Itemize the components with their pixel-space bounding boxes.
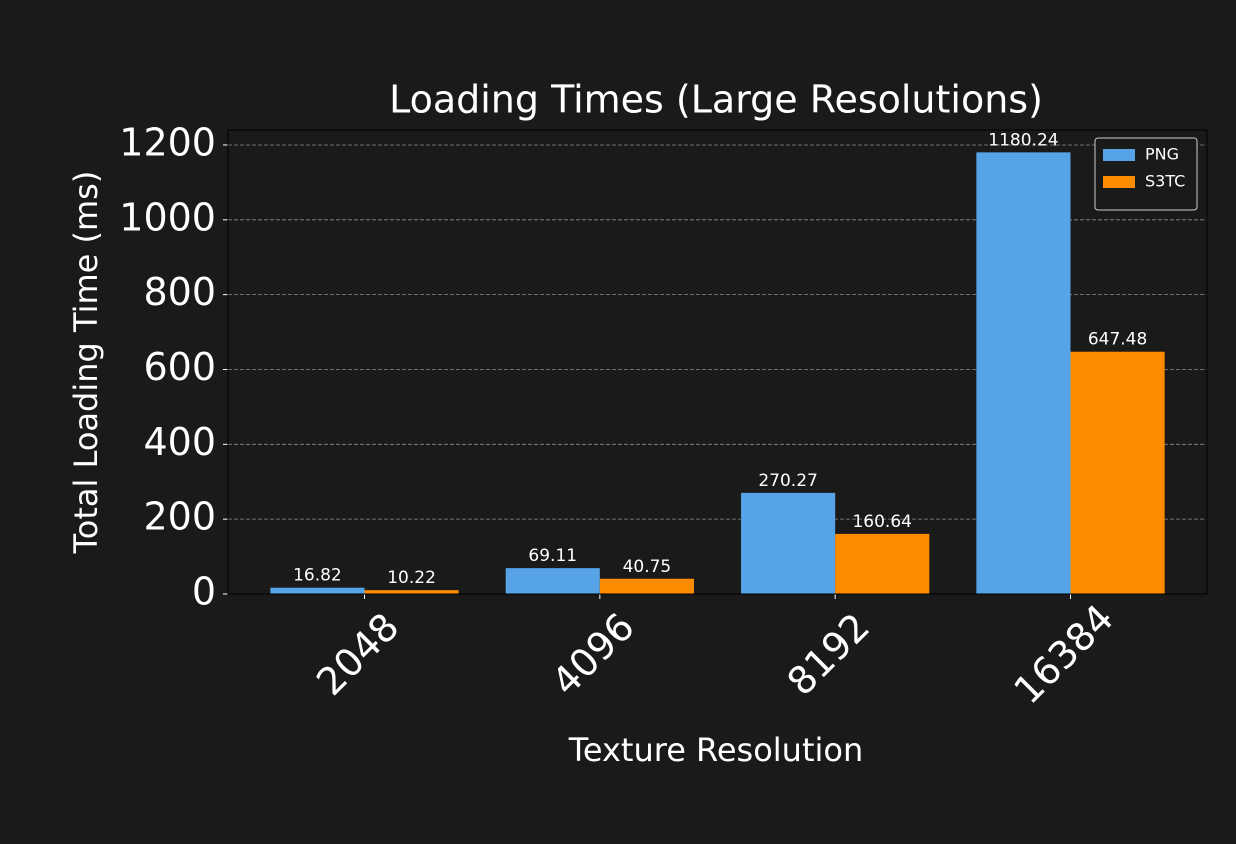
plot-frame — [227, 129, 1208, 595]
y-tick-label: 0 — [192, 570, 216, 614]
legend: PNG S3TC — [1094, 137, 1198, 211]
bar — [505, 568, 600, 594]
bar — [1070, 351, 1165, 594]
y-tick-label: 200 — [143, 495, 216, 539]
bar — [599, 578, 694, 594]
x-axis-label: Texture Resolution — [568, 731, 864, 769]
value-label: 16.82 — [293, 566, 342, 586]
legend-label: S3TC — [1145, 172, 1185, 191]
legend-label: PNG — [1145, 145, 1179, 164]
y-tick-label: 800 — [143, 270, 216, 314]
y-tick-label: 1000 — [119, 195, 216, 239]
bar — [364, 590, 459, 594]
bar — [270, 587, 365, 594]
value-label: 69.11 — [528, 546, 577, 566]
y-tick-label: 1200 — [119, 120, 216, 164]
bar — [741, 492, 836, 594]
value-label: 10.22 — [387, 568, 436, 588]
value-label: 40.75 — [623, 557, 672, 577]
y-tick-label: 400 — [143, 420, 216, 464]
chart-title: Loading Times (Large Resolutions) — [389, 78, 1043, 122]
y-tick-label: 600 — [143, 345, 216, 389]
value-label: 160.64 — [852, 512, 911, 532]
legend-swatch — [1103, 176, 1135, 188]
bar — [835, 533, 930, 594]
value-label: 1180.24 — [988, 130, 1058, 150]
value-label: 270.27 — [758, 471, 817, 491]
y-axis-label: Total Loading Time (ms) — [67, 171, 105, 555]
legend-swatch — [1103, 149, 1135, 161]
value-label: 647.48 — [1088, 330, 1147, 350]
bar — [976, 152, 1071, 594]
